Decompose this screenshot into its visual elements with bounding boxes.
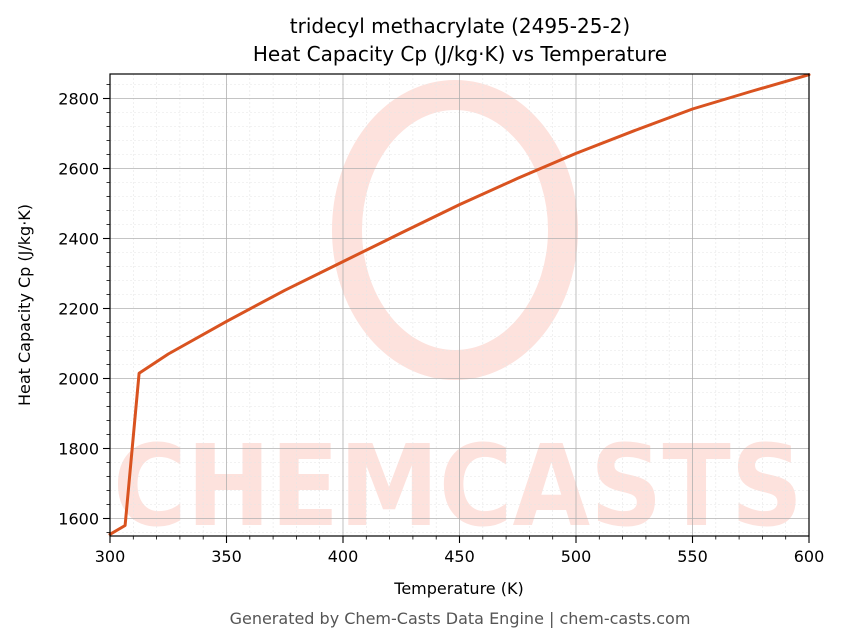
x-tick-label: 450: [444, 547, 475, 566]
x-tick-label: 400: [328, 547, 359, 566]
series-group: [108, 73, 811, 536]
y-tick-label: 2000: [58, 370, 99, 389]
x-tick-label: 550: [677, 547, 708, 566]
chart-subtitle: Heat Capacity Cp (J/kg·K) vs Temperature: [253, 42, 667, 66]
watermark-text: CHEMCASTS: [113, 422, 803, 552]
x-tick-label: 500: [561, 547, 592, 566]
x-tick-label: 600: [794, 547, 825, 566]
x-axis-label: Temperature (K): [393, 579, 523, 598]
y-tick-label: 1600: [58, 510, 99, 529]
y-tick-label: 2800: [58, 90, 99, 109]
y-tick-label: 2600: [58, 160, 99, 179]
y-axis-label: Heat Capacity Cp (J/kg·K): [15, 204, 34, 406]
watermark-logo-ring: [332, 80, 578, 380]
x-tick-label: 300: [95, 547, 126, 566]
y-tick-labels: 1600 1800 2000 2200 2400 2600 2800: [58, 90, 99, 529]
y-tick-label: 2200: [58, 300, 99, 319]
y-tick-label: 2400: [58, 230, 99, 249]
major-gridlines: [109, 74, 810, 536]
x-tick-labels: 300 350 400 450 500 550 600: [95, 547, 825, 566]
chart-title: tridecyl methacrylate (2495-25-2): [290, 14, 630, 38]
y-tick-label: 1800: [58, 440, 99, 459]
footer-credit: Generated by Chem-Casts Data Engine | ch…: [230, 609, 691, 628]
series-line-heat-capacity: [108, 73, 811, 536]
watermark: CHEMCASTS: [113, 80, 803, 552]
axis-ticks: [103, 84, 810, 543]
x-tick-label: 350: [211, 547, 242, 566]
